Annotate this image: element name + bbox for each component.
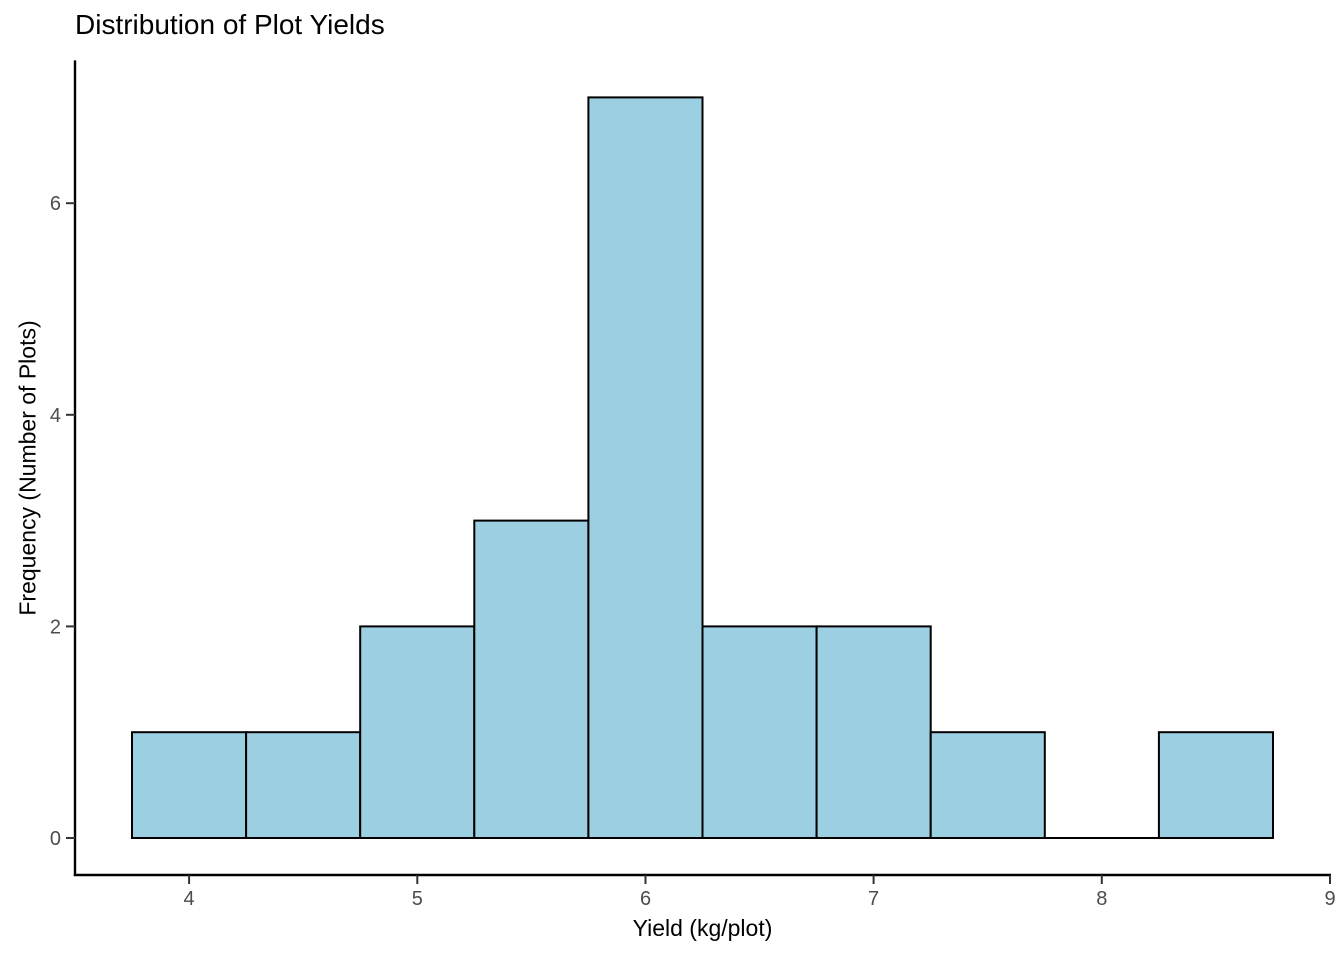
histogram-bar [701, 625, 818, 840]
histogram-bar [359, 625, 476, 840]
x-tick-label: 7 [868, 888, 879, 910]
histogram-bar [131, 731, 248, 840]
x-tick-label: 9 [1324, 888, 1335, 910]
histogram-bar [815, 625, 932, 840]
x-tick-label: 6 [640, 888, 651, 910]
x-axis-title: Yield (kg/plot) [632, 915, 773, 941]
histogram-bar [245, 731, 362, 840]
y-tick-label: 6 [50, 193, 61, 215]
y-tick-label: 4 [50, 405, 61, 427]
y-tick-label: 0 [50, 828, 61, 850]
chart-title: Distribution of Plot Yields [75, 9, 385, 40]
histogram-bar [929, 731, 1046, 840]
histogram-bar [473, 519, 590, 839]
x-tick-label: 5 [412, 888, 423, 910]
y-tick-label: 2 [50, 616, 61, 638]
histogram-bar [1157, 731, 1275, 840]
x-tick-label: 8 [1096, 888, 1107, 910]
x-tick-label: 4 [184, 888, 195, 910]
histogram-bar [587, 96, 704, 839]
